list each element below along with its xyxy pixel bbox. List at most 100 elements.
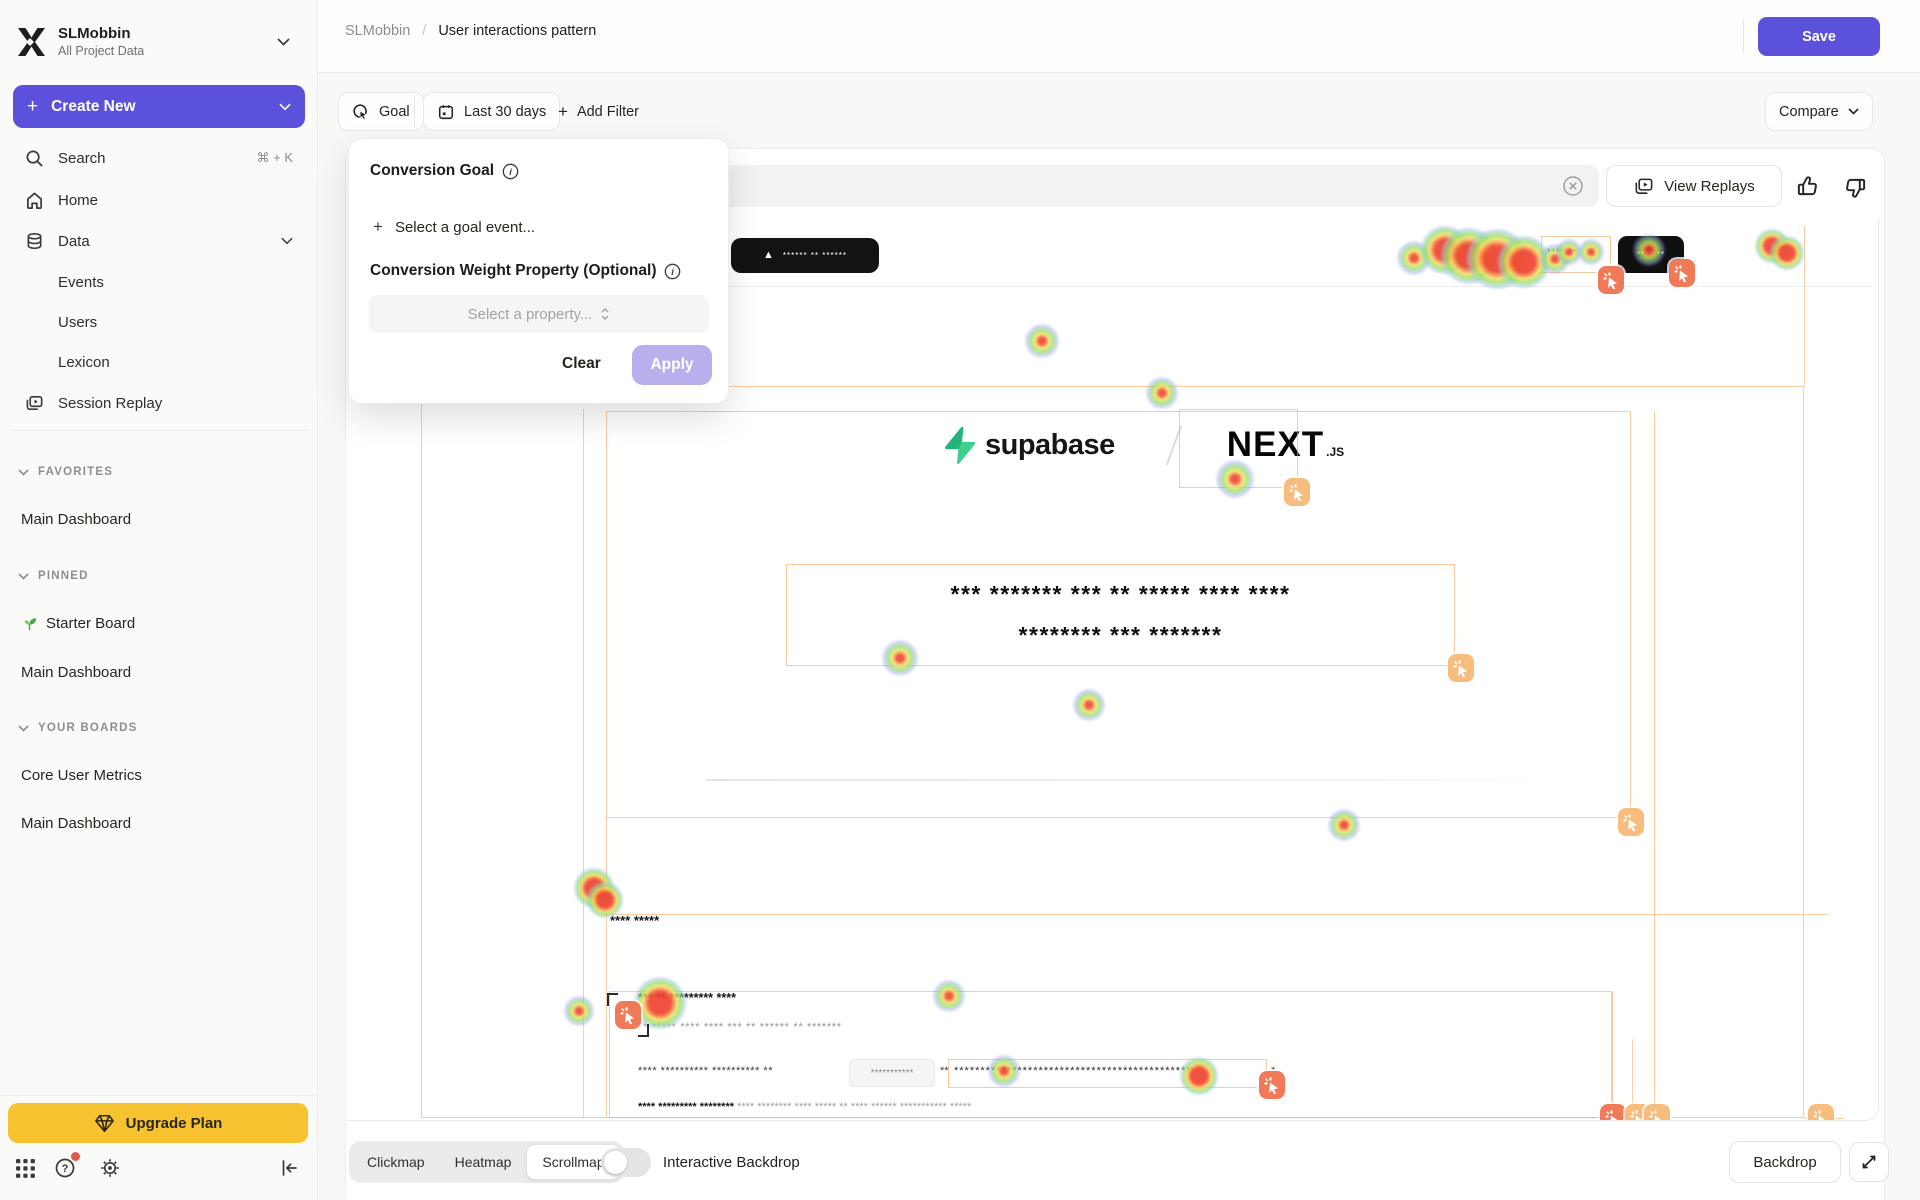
select-goal-event-button[interactable]: + Select a goal event... xyxy=(373,217,535,237)
events-label: Events xyxy=(58,273,104,291)
search-shortcut: ⌘ + K xyxy=(256,150,294,165)
lexicon-label: Lexicon xyxy=(58,353,110,371)
breadcrumb-page-title: User interactions pattern xyxy=(438,23,597,39)
sidebar-item-session-replay[interactable]: Session Replay xyxy=(13,386,305,420)
element-outline-line xyxy=(603,914,1829,915)
sidebar-divider xyxy=(10,430,308,431)
workspace-switcher[interactable]: SLMobbin All Project Data xyxy=(14,16,304,68)
thumbs-up-icon[interactable] xyxy=(1794,173,1821,200)
collapse-sidebar-icon[interactable] xyxy=(276,1155,302,1181)
click-event-icon xyxy=(1598,266,1624,294)
expand-fullscreen-button[interactable] xyxy=(1849,1142,1889,1182)
favorites-title: FAVORITES xyxy=(38,466,114,478)
element-outline-line xyxy=(1612,991,1613,1118)
calendar-icon xyxy=(437,103,455,121)
heat-point xyxy=(1441,228,1497,284)
sidebar-item-main-dashboard-yours[interactable]: Main Dashboard xyxy=(13,806,305,840)
breadcrumb-project[interactable]: SLMobbin xyxy=(345,23,411,39)
view-replays-button[interactable]: View Replays xyxy=(1606,165,1782,207)
nextjs-wordmark: NEXT xyxy=(1226,425,1325,464)
popover-title: Conversion Goal xyxy=(370,162,495,179)
content-card-chip: *********** xyxy=(849,1059,935,1087)
content-card-code-prefix: **** ********** ********** ** xyxy=(638,1065,773,1077)
heat-point xyxy=(1397,241,1431,275)
create-new-label: Create New xyxy=(51,97,136,115)
sidebar-item-data[interactable]: Data xyxy=(13,224,305,258)
upgrade-plan-button[interactable]: Upgrade Plan xyxy=(8,1103,308,1143)
heat-point xyxy=(1073,689,1105,721)
heat-point xyxy=(1770,236,1804,270)
board-label: Main Dashboard xyxy=(21,663,132,681)
goal-button-label: Goal xyxy=(379,103,410,120)
plus-icon: + xyxy=(27,95,39,117)
breadcrumb-separator: / xyxy=(422,23,427,39)
select-arrows-icon xyxy=(600,307,610,321)
apps-grid-icon[interactable] xyxy=(12,1155,38,1181)
data-label: Data xyxy=(58,232,90,250)
interactive-backdrop-toggle[interactable] xyxy=(601,1148,651,1177)
triangle-icon: ▲ xyxy=(763,249,774,261)
view-replays-label: View Replays xyxy=(1664,177,1755,195)
footnote-bold: **** ********* ******** xyxy=(638,1101,735,1113)
chevron-down-icon xyxy=(277,38,290,46)
sidebar-item-starter-board[interactable]: Starter Board xyxy=(13,606,305,640)
goal-filter-button[interactable]: Goal xyxy=(338,92,424,131)
svg-text:i: i xyxy=(509,166,512,177)
content-card-title: *** ** ********* **** xyxy=(638,991,736,1005)
goal-icon xyxy=(352,103,370,121)
help-icon[interactable]: ? xyxy=(52,1155,78,1181)
replay-icon xyxy=(1633,176,1654,197)
info-icon[interactable]: i xyxy=(502,163,519,180)
tab-heatmap[interactable]: Heatmap xyxy=(454,1154,512,1170)
settings-gear-icon[interactable] xyxy=(97,1155,123,1181)
sidebar-item-home[interactable]: Home xyxy=(13,183,305,217)
home-icon xyxy=(25,191,44,210)
heat-point xyxy=(1216,460,1254,498)
property-select-placeholder: Select a property... xyxy=(467,305,593,323)
heat-point xyxy=(933,980,965,1012)
sidebar-item-search[interactable]: Search ⌘ + K xyxy=(13,141,305,175)
weight-property-label-row: Conversion Weight Property (Optional) i xyxy=(370,262,681,280)
heat-point xyxy=(1498,236,1550,288)
announcement-masked-text: ****** ** ****** xyxy=(782,251,847,260)
info-icon[interactable]: i xyxy=(664,263,681,280)
thumbs-down-icon[interactable] xyxy=(1843,175,1870,202)
property-select[interactable]: Select a property... xyxy=(369,295,709,333)
add-filter-button[interactable]: + Add Filter xyxy=(548,92,649,131)
section-your-boards[interactable]: YOUR BOARDS xyxy=(13,718,305,738)
compare-button[interactable]: Compare xyxy=(1765,92,1873,131)
notification-dot xyxy=(71,1152,80,1161)
sidebar-item-events[interactable]: Events xyxy=(13,265,305,299)
gem-icon xyxy=(94,1114,115,1133)
weight-property-label: Conversion Weight Property (Optional) xyxy=(370,262,657,279)
select-goal-event-label: Select a goal event... xyxy=(394,218,536,236)
map-mode-segmented-control: Clickmap Heatmap Scrollmap xyxy=(349,1141,624,1183)
section-pinned[interactable]: PINNED xyxy=(13,566,305,586)
apply-button[interactable]: Apply xyxy=(632,345,712,385)
heat-point xyxy=(574,868,614,908)
session-replay-icon xyxy=(25,394,44,413)
click-event-icon xyxy=(1618,808,1644,836)
sidebar-item-lexicon[interactable]: Lexicon xyxy=(13,345,305,379)
sidebar-item-main-dashboard-pinned[interactable]: Main Dashboard xyxy=(13,655,305,689)
click-event-icon xyxy=(607,993,649,1037)
backdrop-button[interactable]: Backdrop xyxy=(1729,1141,1841,1183)
heat-point xyxy=(1328,809,1360,841)
date-range-button[interactable]: Last 30 days xyxy=(423,92,561,131)
sidebar-item-main-dashboard-fav[interactable]: Main Dashboard xyxy=(13,502,305,536)
clear-button[interactable]: Clear xyxy=(562,355,601,372)
sidebar-item-users[interactable]: Users xyxy=(13,305,305,339)
clear-input-icon[interactable] xyxy=(1561,174,1585,198)
tab-clickmap[interactable]: Clickmap xyxy=(367,1154,425,1170)
home-label: Home xyxy=(58,191,99,209)
section-favorites[interactable]: FAVORITES xyxy=(13,462,305,482)
nextjs-suffix: .JS xyxy=(1326,445,1345,459)
breadcrumb: SLMobbin / User interactions pattern xyxy=(345,23,596,39)
section-masked-label: **** ***** xyxy=(610,913,660,928)
chevron-down-icon xyxy=(18,572,29,580)
save-button[interactable]: Save xyxy=(1758,17,1880,56)
content-card-input-value: ****************************************… xyxy=(954,1065,1192,1077)
sidebar: SLMobbin All Project Data + Create New S… xyxy=(0,0,318,1200)
create-new-button[interactable]: + Create New xyxy=(13,85,305,128)
sidebar-item-core-user-metrics[interactable]: Core User Metrics xyxy=(13,758,305,792)
